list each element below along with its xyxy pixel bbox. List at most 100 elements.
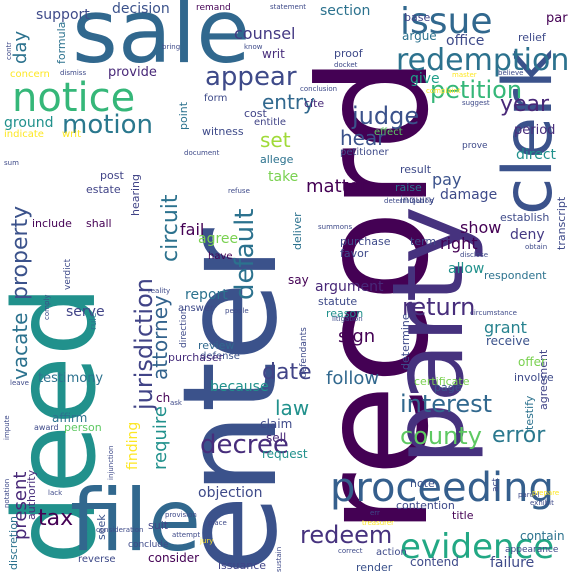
word-render: render: [356, 561, 393, 574]
word-deny: deny: [510, 227, 545, 243]
word-testify: testify: [523, 395, 536, 430]
word-hear: hear: [340, 126, 386, 150]
word-master: master: [452, 71, 477, 79]
word-determination: determination: [384, 197, 434, 205]
word-petition: petition: [430, 76, 523, 104]
word-correct: correct: [338, 547, 363, 555]
word-comply: comply: [43, 294, 51, 320]
word-discretion: discretion: [7, 516, 20, 570]
word-right: right: [440, 234, 478, 253]
word-consider: consider: [148, 551, 200, 565]
word-fail: fail: [180, 220, 205, 239]
word-entry: entry: [262, 90, 315, 114]
word-affirm: affirm: [52, 411, 88, 425]
word-direct: direct: [516, 147, 557, 163]
word-office: office: [446, 33, 485, 49]
word-proceeding: proceeding: [330, 465, 554, 511]
word-appear: appear: [205, 62, 297, 92]
word-ch: ch: [156, 391, 171, 405]
word-document: document: [184, 149, 220, 157]
word-finding: finding: [125, 421, 141, 470]
word-consideration: consideration: [96, 526, 144, 534]
word-par: par: [546, 11, 568, 26]
word-witness: witness: [202, 125, 244, 138]
word-damage: damage: [440, 187, 498, 203]
word-contain: contain: [520, 529, 565, 543]
word-err: err: [370, 509, 380, 517]
word-answer: answer: [178, 303, 215, 314]
word-defense: defense: [200, 351, 240, 362]
word-review: review: [198, 339, 235, 352]
word-counsel: counsel: [234, 24, 296, 43]
word-date: date: [262, 360, 312, 385]
word-award: award: [34, 423, 59, 432]
word-respondent: respondent: [484, 269, 547, 282]
word-report: report: [185, 287, 228, 303]
word-contr: contr: [5, 41, 13, 60]
word-year: year: [500, 92, 550, 117]
word-contend: contend: [410, 555, 459, 569]
word-serve: serve: [66, 304, 105, 320]
word-argument: argument: [315, 279, 384, 295]
word-grant: grant: [484, 318, 527, 337]
word-conclude: conclude: [128, 540, 169, 550]
word-issuance: issuance: [218, 559, 267, 572]
word-attorney: attorney: [148, 295, 172, 380]
word-reason: reason: [326, 307, 364, 320]
word-receive: receive: [486, 334, 530, 348]
word-circumstance: circumstance: [470, 309, 517, 317]
word-set: set: [260, 128, 291, 152]
word-support: support: [36, 7, 90, 23]
word-writ: writ: [262, 47, 285, 61]
word-offer: offer: [518, 355, 546, 369]
word-interest: interest: [400, 390, 493, 418]
word-day: day: [10, 30, 31, 64]
word-sustain: sustain: [275, 546, 283, 572]
word-disclose: disclose: [460, 251, 489, 259]
word-evidence: evidence: [400, 527, 555, 567]
word-matter: matter: [306, 176, 368, 197]
word-take: take: [268, 169, 299, 185]
word-result: result: [400, 163, 432, 176]
word-tax: tax: [38, 506, 74, 531]
word-claim: claim: [260, 417, 293, 431]
word-petitioner: petitioner: [340, 147, 389, 158]
word-show: show: [460, 218, 502, 237]
word-say: say: [288, 273, 309, 287]
word-redemption: redemption: [396, 43, 570, 78]
word-suit: suit: [148, 519, 169, 532]
word-contention: contention: [396, 499, 455, 512]
word-agree: agree: [198, 231, 239, 247]
word-leave: leave: [10, 379, 29, 387]
word-certificate: certificate: [414, 375, 470, 388]
word-allow: allow: [448, 261, 485, 277]
word-treasurer: treasurer: [362, 519, 395, 527]
word-testimony: testimony: [38, 371, 104, 386]
word-prove: prove: [462, 141, 488, 151]
word-period: period: [514, 123, 556, 138]
word-sell: sell: [266, 431, 287, 445]
word-term: term: [410, 235, 437, 248]
word-purchaser: purchaser: [168, 351, 224, 364]
word-provide: provide: [108, 65, 157, 80]
word-hearing: hearing: [129, 173, 142, 216]
word-post: post: [100, 169, 124, 182]
word-default: default: [230, 208, 260, 300]
word-raise: raise: [395, 181, 422, 194]
word-action: action: [376, 547, 407, 558]
word-require: require: [150, 406, 171, 470]
word-docket: docket: [334, 61, 358, 69]
word-effect: effect: [374, 127, 403, 138]
word-purchase: purchase: [340, 235, 391, 248]
word-error: error: [492, 423, 546, 448]
word-have: have: [208, 251, 233, 262]
word-property: property: [8, 205, 33, 300]
word-note: note: [410, 477, 435, 490]
word-proof: proof: [334, 47, 363, 60]
word-page: page: [434, 381, 462, 394]
word-decree: decree: [200, 430, 289, 460]
word-complaint: complaint: [426, 87, 461, 95]
word-act: act: [491, 478, 501, 492]
word-shall: shall: [86, 217, 112, 230]
